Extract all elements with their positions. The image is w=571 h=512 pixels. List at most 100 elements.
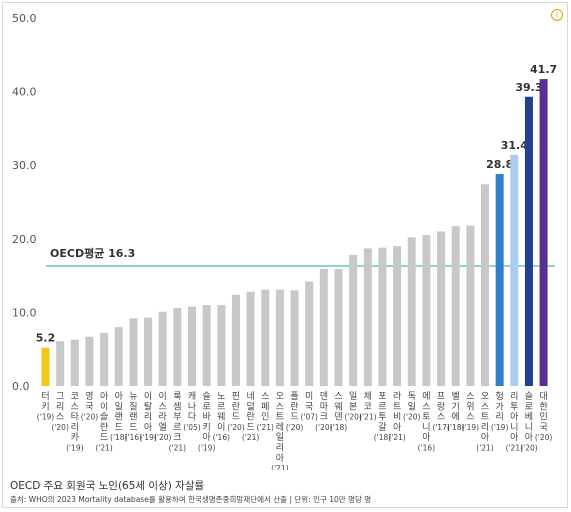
- category-year: ('19): [462, 423, 480, 432]
- category-label: 드: [246, 423, 254, 433]
- category-label: 드: [290, 413, 298, 423]
- data-label: 5.2: [36, 332, 56, 345]
- category-label: 부: [173, 412, 181, 423]
- category-label: 폴: [290, 391, 298, 402]
- category-label: 리: [481, 422, 489, 433]
- bar: [275, 289, 284, 386]
- category-label: 에: [422, 391, 430, 402]
- category-label: 엘: [159, 422, 167, 433]
- category-label: 크: [320, 413, 328, 423]
- category-year: ('21): [476, 444, 494, 453]
- category-label: 르: [217, 402, 225, 412]
- category-label: 스: [276, 401, 284, 412]
- category-label: 트: [393, 402, 401, 412]
- category-label: 르: [378, 402, 386, 412]
- bar: [100, 333, 109, 386]
- data-label: 41.7: [530, 63, 557, 76]
- category-year: ('16): [418, 444, 436, 453]
- bar: [378, 247, 387, 386]
- y-tick-label: 0.0: [12, 380, 30, 393]
- category-label: 인: [261, 412, 269, 423]
- category-label: 캐: [188, 391, 196, 402]
- category-year: ('19): [66, 444, 84, 453]
- category-label: 국: [305, 401, 313, 412]
- category-label: 스: [466, 412, 474, 423]
- category-label: 본: [349, 401, 357, 412]
- category-label: 아: [510, 412, 519, 423]
- category-year: ('21): [388, 433, 406, 442]
- category-label: 리: [144, 412, 152, 423]
- category-year: ('18): [110, 433, 128, 442]
- category-label: 이: [100, 401, 108, 412]
- bar: [437, 231, 446, 386]
- category-year: ('20): [51, 423, 69, 432]
- bar: [466, 225, 475, 386]
- category-label: 스: [159, 401, 167, 412]
- bar: [144, 317, 153, 386]
- category-label: 질: [129, 400, 137, 412]
- category-label: 아: [203, 432, 212, 443]
- bar: [290, 290, 299, 386]
- category-label: 란: [290, 400, 298, 412]
- bar: [173, 307, 182, 386]
- category-year: ('20): [535, 433, 553, 442]
- category-year: ('21): [242, 433, 260, 442]
- category-label: 터: [41, 391, 49, 402]
- bar: [393, 246, 402, 386]
- chart-frame: [2, 2, 568, 508]
- category-label: 덴: [334, 412, 342, 423]
- category-label: 란: [100, 421, 108, 433]
- y-tick-label: 30.0: [12, 159, 37, 172]
- category-year: ('18): [374, 433, 392, 442]
- category-label: 민: [539, 412, 547, 423]
- category-label: 체: [364, 391, 372, 402]
- bar: [481, 184, 489, 386]
- category-label: 이: [217, 422, 225, 433]
- category-label: 에: [452, 412, 460, 423]
- bar: [41, 347, 50, 386]
- category-label: 레: [276, 422, 284, 433]
- category-year: ('21): [169, 444, 187, 453]
- category-label: 미: [305, 391, 313, 402]
- category-label: 슬: [525, 391, 533, 402]
- category-label: 셈: [173, 401, 181, 412]
- y-tick-label: 10.0: [12, 306, 37, 319]
- bar: [524, 96, 533, 386]
- category-label: 포: [378, 392, 386, 402]
- category-label: 룩: [173, 391, 181, 402]
- category-label: 슬: [203, 391, 211, 402]
- category-label: 드: [129, 423, 137, 433]
- category-label: 카: [71, 432, 79, 443]
- category-label: 리: [496, 412, 504, 423]
- category-label: 덜: [246, 400, 254, 412]
- category-label: 스: [334, 391, 342, 402]
- category-label: 웨: [334, 400, 342, 412]
- category-label: 슬: [100, 412, 108, 423]
- category-label: 스: [71, 401, 79, 412]
- category-label: 아: [525, 432, 534, 443]
- info-icon[interactable]: i: [551, 9, 563, 21]
- category-label: 라: [159, 412, 168, 423]
- bar: [246, 291, 255, 386]
- category-label: 스: [481, 401, 489, 412]
- category-year: ('18): [330, 423, 348, 432]
- category-label: 란: [246, 411, 254, 423]
- category-label: 베: [525, 412, 533, 423]
- category-label: 갈: [378, 422, 386, 433]
- category-label: 코: [364, 402, 372, 412]
- data-label: 28.8: [486, 158, 513, 171]
- category-year: ('20): [81, 413, 99, 422]
- category-label: 독: [408, 391, 416, 402]
- category-label: 이: [144, 391, 152, 402]
- oecd-average-label: OECD평균 16.3: [50, 246, 135, 260]
- category-label: 헝: [496, 391, 504, 402]
- category-year: ('17): [432, 423, 450, 432]
- category-label: 란: [232, 400, 240, 412]
- category-label: 아: [422, 432, 431, 443]
- category-label: 나: [188, 401, 196, 412]
- category-label: 스: [261, 391, 269, 402]
- category-label: 오: [481, 391, 489, 402]
- category-label: 랜: [129, 412, 137, 423]
- bar: [495, 174, 504, 386]
- category-label: 영: [85, 391, 93, 402]
